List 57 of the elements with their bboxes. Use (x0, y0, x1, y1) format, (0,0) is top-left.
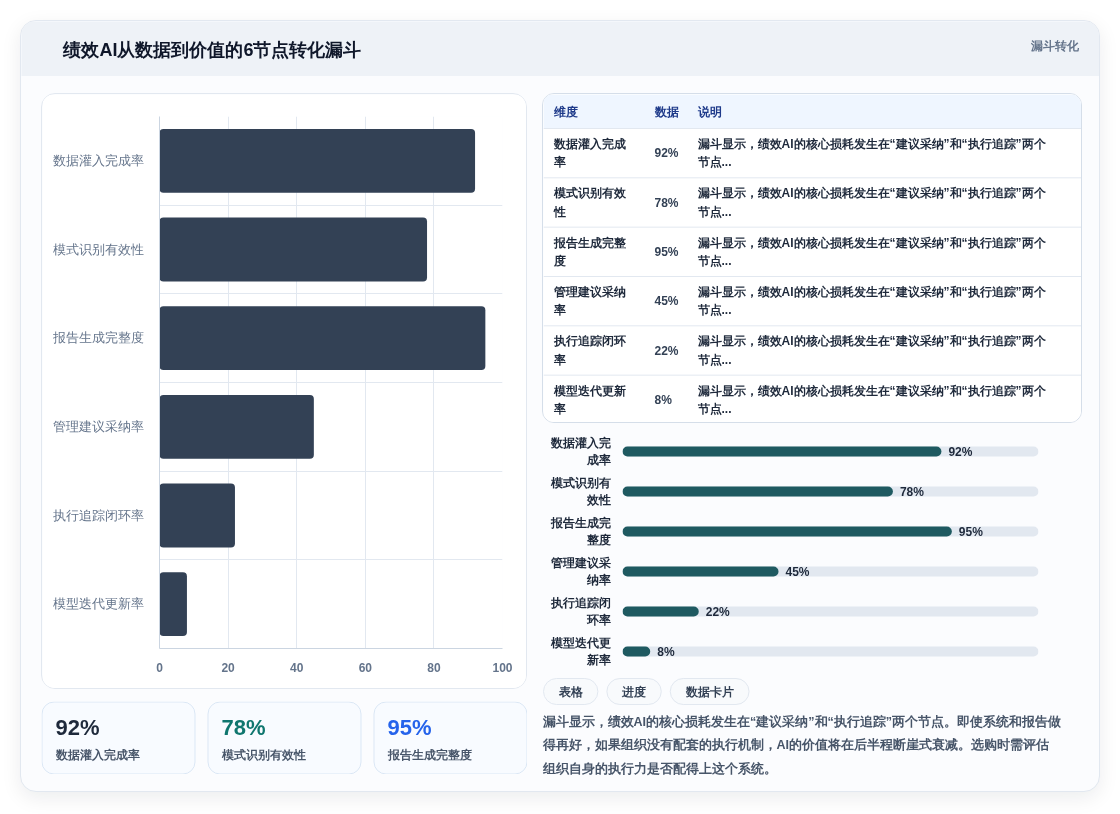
bar (159, 128, 476, 193)
text: 漏斗显示，绩效AI的核心损耗发生在“建议采纳”和“执行追踪”两个节点... (696, 137, 1047, 170)
category-label: 数据卡片 (684, 684, 734, 699)
y-tick-label: 报告生成完整度 (549, 516, 611, 547)
data-label: 22% (705, 604, 731, 619)
text: 95% (387, 715, 432, 740)
text: 漏斗显示，绩效AI的核心损耗发生在“建议采纳”和“执行追踪”两个节点... (696, 235, 1047, 268)
text: 78% (654, 195, 679, 210)
text: 8% (654, 392, 672, 407)
chart-title: 绩效AI从数据到价值的6节点转化漏斗 (62, 39, 362, 60)
y-tick-label: 模型迭代更新率 (52, 596, 144, 612)
text: 漏斗显示，绩效AI的核心损耗发生在“建议采纳”和“执行追踪”两个节点... (696, 285, 1047, 318)
text: 92% (654, 146, 679, 161)
x-tick-label: 60 (358, 660, 373, 675)
y-tick-label: 管理建议采纳率 (549, 556, 611, 587)
x-tick-label: 0 (156, 660, 164, 675)
x-tick-label: 20 (221, 660, 236, 675)
y-tick-label: 模型迭代更新率 (549, 636, 611, 667)
category-label: 进度 (621, 684, 647, 698)
y-tick-label: 执行追踪闭环率 (549, 596, 611, 627)
text: 22% (654, 343, 679, 358)
text: 漏斗显示，绩效AI的核心损耗发生在“建议采纳”和“执行追踪”两个节点... (696, 186, 1047, 219)
data-label: 45% (785, 564, 810, 579)
text: 维度 (552, 104, 578, 119)
text: 漏斗显示，绩效AI的核心损耗发生在“建议采纳”和“执行追踪”两个节点... (696, 383, 1047, 416)
text: 漏斗显示，绩效AI的核心损耗发生在“建议采纳”和“执行追踪”两个节点。即使系统和报告做得再好，如果组织没有配套的执行机制，AI的价值将在后半程断崖式衰减。选购时需评估组织自身的执行力是否配得上这个系统。 (541, 713, 1062, 777)
text: 78% (221, 715, 266, 740)
bar (159, 217, 428, 282)
category-label: 模式识别有效性 (220, 747, 306, 762)
text: 95% (654, 244, 679, 259)
bar (159, 483, 235, 548)
category-label: 表格 (557, 684, 584, 698)
y-tick-label: 数据灌入完成率 (549, 436, 611, 467)
x-tick-label: 100 (492, 660, 513, 675)
y-tick-label: 管理建议采纳率 (52, 418, 144, 434)
y-tick-label: 执行追踪闭环率 (52, 507, 144, 523)
text: 说明 (696, 104, 722, 119)
y-tick-label: 数据灌入完成率 (52, 152, 144, 168)
data-label: 8% (657, 644, 675, 659)
bar (159, 394, 314, 459)
bar (159, 306, 486, 371)
data-label: 92% (948, 444, 973, 459)
category-label: 报告生成完整度 (386, 747, 472, 761)
text: 数据 (653, 104, 679, 119)
bar (622, 606, 699, 617)
y-tick-label: 报告生成完整度 (51, 330, 144, 346)
x-tick-label: 80 (427, 660, 441, 675)
data-label: 95% (958, 524, 984, 539)
y-tick-label: 模式识别有效性 (549, 476, 611, 507)
text: 45% (654, 294, 679, 309)
text: 漏斗转化 (1029, 38, 1080, 53)
data-label: 78% (899, 484, 925, 499)
text: 漏斗显示，绩效AI的核心损耗发生在“建议采纳”和“执行追踪”两个节点... (696, 334, 1047, 367)
text: 92% (55, 715, 100, 740)
x-tick-label: 40 (290, 660, 304, 675)
y-tick-label: 模式识别有效性 (52, 242, 144, 257)
bar (159, 572, 187, 637)
